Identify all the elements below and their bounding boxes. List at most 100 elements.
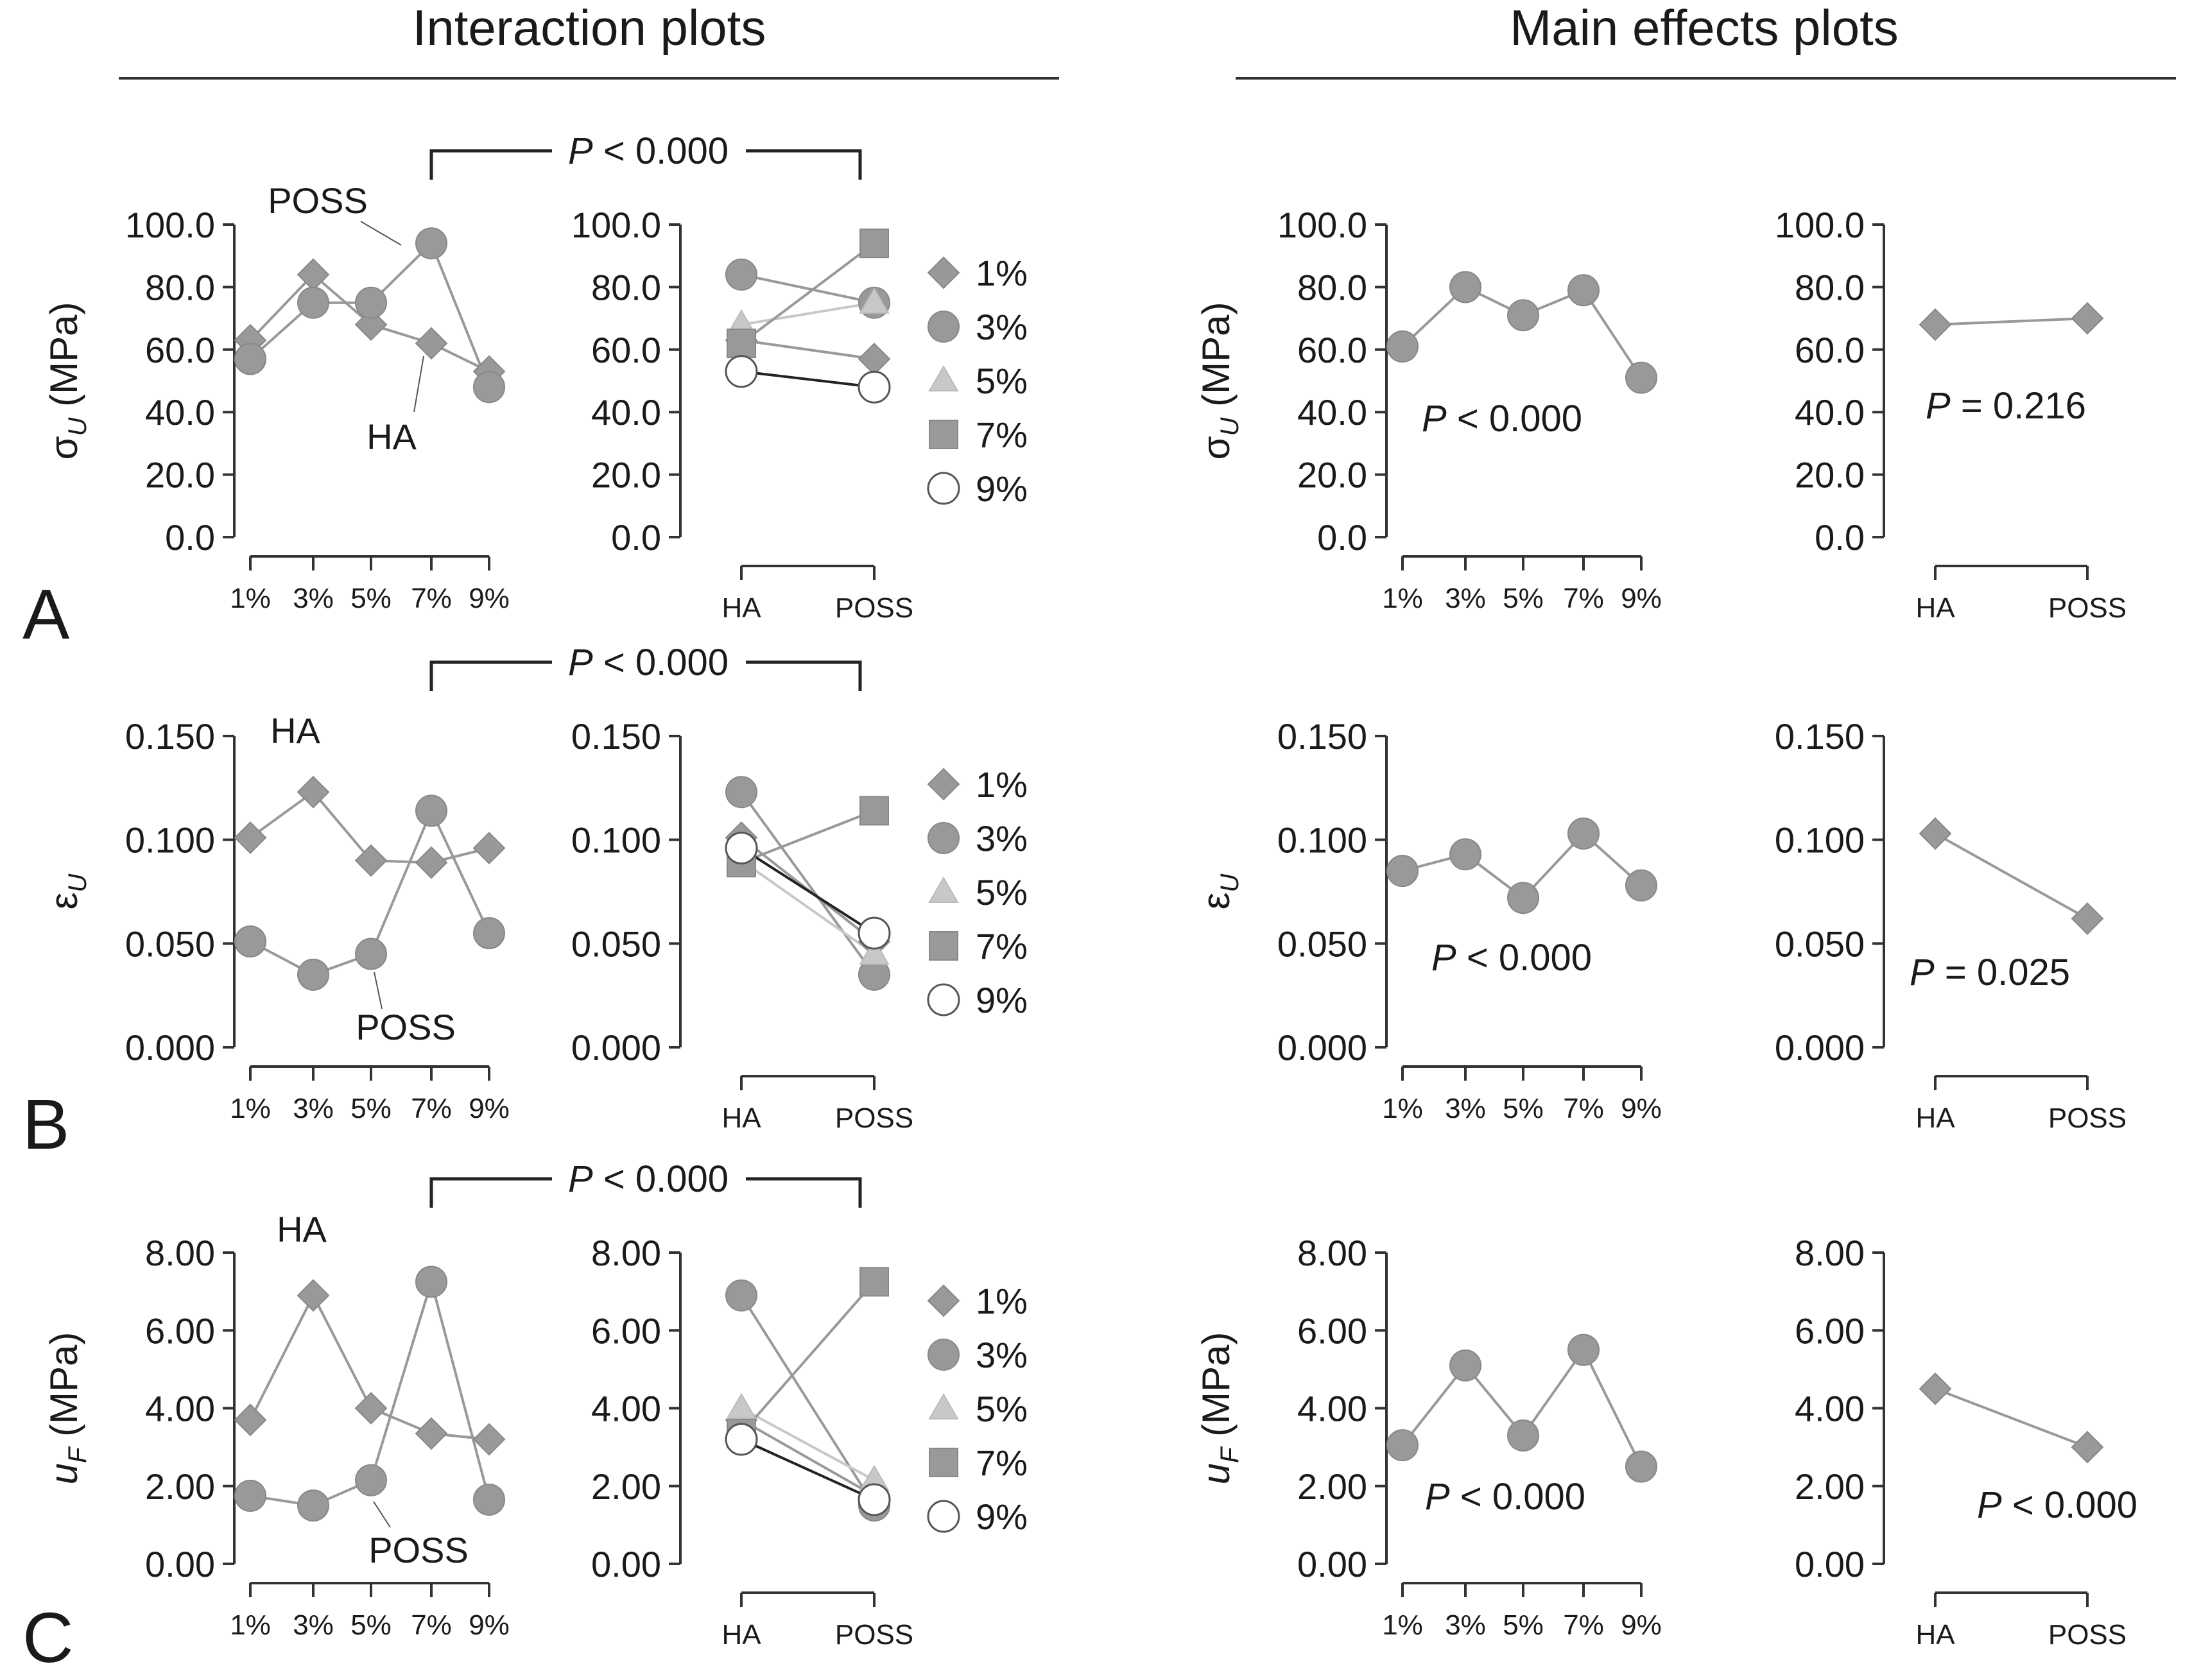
y-tick-label: 2.00 — [1795, 1466, 1865, 1507]
x-tick-label: HA — [721, 1102, 761, 1134]
y-tick-label: 40.0 — [1297, 392, 1367, 433]
y-axis-label: εU — [42, 873, 92, 910]
y-tick-label: 60.0 — [1795, 330, 1865, 370]
data-point-HA — [354, 1392, 388, 1425]
main-effect-p-value-value: = 0.216 — [1951, 385, 2086, 427]
legend-label: 1% — [976, 1281, 1028, 1321]
x-tick-label: POSS — [835, 1102, 913, 1134]
main-effect-p-value: P = 0.216 — [1926, 385, 2086, 427]
x-tick-label: 1% — [230, 1609, 271, 1641]
main-effect-p-value-value: = 0.025 — [1935, 952, 2070, 993]
legend-marker-5% — [928, 1393, 959, 1419]
y-tick-label: 80.0 — [1297, 267, 1367, 307]
y-tick-label: 0.150 — [125, 716, 215, 757]
chart-A-interaction-conc: 0.0 20.0 40.0 60.0 80.0 100.0 1% 3% 5% 7% 9% σU (MP… — [42, 180, 510, 614]
legend-label: 7% — [976, 415, 1028, 455]
main-effect-p-value-value: < 0.000 — [1456, 937, 1592, 979]
y-tick-label: 20.0 — [1297, 455, 1367, 495]
legend-label: 3% — [976, 818, 1028, 859]
main-effect-p-value-value: < 0.000 — [1447, 398, 1582, 440]
panel-letter-b: B — [22, 1085, 69, 1164]
series-line-3% — [740, 1294, 876, 1507]
legend-marker-9% — [927, 1500, 960, 1533]
data-point-POSS — [297, 958, 329, 991]
interaction-p-value-symbol: P — [568, 642, 593, 683]
chart-A-main-type: 0.0 20.0 40.0 60.0 80.0 100.0 HA POSS P = 0.216 — [1775, 205, 2127, 624]
y-tick-label: 0.0 — [1317, 517, 1367, 558]
y-axis-label: uF (MPa) — [1195, 1332, 1244, 1485]
y-tick-label: 4.00 — [1297, 1389, 1367, 1429]
x-tick-label: HA — [1915, 592, 1955, 624]
data-point-mean — [1507, 299, 1539, 332]
interaction-bracket-right — [746, 149, 862, 180]
y-tick-label: 0.050 — [1277, 923, 1367, 964]
x-tick-label: 7% — [411, 583, 452, 614]
data-point-POSS — [234, 1479, 266, 1512]
y-tick-label: 4.00 — [591, 1389, 661, 1429]
y-axis-label-unit: (MPa) — [1195, 1332, 1238, 1448]
data-point-9% — [725, 1423, 758, 1456]
x-tick-label: 9% — [469, 1093, 510, 1124]
data-point-mean — [1567, 274, 1600, 307]
y-tick-label: 0.000 — [1775, 1027, 1865, 1068]
data-point-mean — [1625, 361, 1657, 394]
y-tick-label: 8.00 — [1795, 1233, 1865, 1273]
y-tick-label: 80.0 — [1795, 267, 1865, 307]
data-point-POSS — [473, 371, 505, 404]
y-axis-label-subscript: F — [1216, 1446, 1244, 1463]
x-tick-label: 9% — [1621, 583, 1662, 614]
y-axis-label: uF (MPa) — [42, 1332, 92, 1485]
data-point-POSS — [297, 286, 329, 319]
chart-B-main-type: 0.000 0.050 0.100 0.150 HA POSS P = 0.025 — [1775, 716, 2127, 1134]
data-point-HA — [297, 775, 330, 809]
legend-label: 7% — [976, 1443, 1028, 1483]
annotation-label: HA — [270, 710, 320, 751]
x-tick-label: 9% — [469, 1609, 510, 1641]
main-effect-p-value-symbol: P — [1977, 1484, 2002, 1526]
data-point-7% — [859, 228, 889, 259]
y-tick-label: 0.00 — [1795, 1544, 1865, 1584]
y-axis-label-unit: (MPa) — [42, 1332, 85, 1448]
data-point-POSS — [415, 794, 447, 827]
y-tick-label: 0.000 — [1277, 1027, 1367, 1068]
data-point-3% — [725, 1279, 757, 1312]
legend-label: 3% — [976, 307, 1028, 347]
data-point-mean — [1449, 271, 1481, 304]
legend-label: 7% — [976, 926, 1028, 966]
data-point-HA — [234, 1403, 267, 1437]
annotation-label: POSS — [268, 180, 368, 221]
y-tick-label: 2.00 — [1297, 1466, 1367, 1507]
data-point-mean — [1625, 1450, 1657, 1483]
y-axis-label-subscript: U — [1216, 416, 1244, 436]
interaction-p-value: P < 0.000 — [568, 642, 729, 683]
main-effect-p-value-symbol: P — [1431, 937, 1456, 979]
data-point-5% — [859, 287, 890, 314]
annotation-leader — [373, 1501, 391, 1528]
y-axis-label-subscript: U — [1216, 873, 1244, 893]
interaction-bracket-left — [429, 660, 552, 691]
data-point-HA — [354, 308, 388, 341]
chart-A-main-conc: 0.0 20.0 40.0 60.0 80.0 100.0 1% 3% 5% 7% 9% σU (MP… — [1195, 205, 1662, 614]
y-tick-label: 4.00 — [145, 1389, 215, 1429]
main-effect-p-value: P < 0.000 — [1431, 937, 1592, 979]
series-line-1% — [741, 1418, 875, 1497]
main-effect-p-value: P = 0.025 — [1910, 952, 2070, 993]
series-line-9% — [740, 846, 876, 934]
series-line-3% — [740, 791, 876, 976]
legend-marker-7% — [929, 931, 958, 961]
y-tick-label: 0.050 — [1775, 923, 1865, 964]
legend-marker-7% — [929, 420, 958, 449]
main-effect-p-value: P < 0.000 — [1977, 1484, 2137, 1526]
y-tick-label: 0.00 — [145, 1544, 215, 1584]
data-point-mean — [1919, 308, 1952, 341]
y-tick-label: 2.00 — [591, 1466, 661, 1507]
data-point-HA — [472, 832, 506, 865]
x-tick-label: HA — [721, 592, 761, 624]
data-point-mean — [1449, 1349, 1481, 1382]
chart-C-main-conc: 0.00 2.00 4.00 6.00 8.00 1% 3% 5% 7% 9% uF (MPa) P … — [1195, 1233, 1662, 1641]
data-point-mean — [1386, 855, 1419, 887]
legend-marker-3% — [928, 822, 960, 854]
data-point-POSS — [473, 917, 505, 950]
data-point-HA — [472, 1423, 506, 1456]
chart-B-interaction-conc: 0.000 0.050 0.100 0.150 1% 3% 5% 7% 9% εU HA POSS — [42, 710, 510, 1124]
